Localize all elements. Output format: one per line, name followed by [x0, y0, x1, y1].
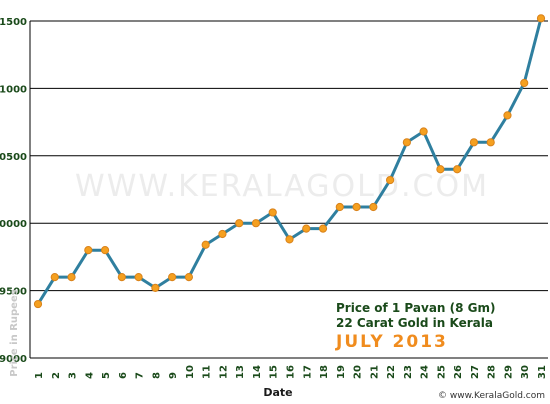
- x-tick-label: 22: [386, 365, 397, 379]
- x-tick-label: 31: [537, 365, 548, 379]
- price-marker: [251, 219, 261, 228]
- price-marker: [419, 127, 428, 136]
- price-marker: [386, 175, 395, 185]
- price-marker: [268, 208, 277, 217]
- price-marker: [486, 138, 495, 147]
- copyright-credit: © www.KeralaGold.com: [438, 391, 545, 400]
- x-tick-label: 25: [436, 365, 447, 379]
- price-marker: [302, 224, 311, 233]
- x-tick-label: 23: [403, 365, 414, 379]
- y-tick-label: 19000: [0, 354, 27, 365]
- y-tick-label: 19500: [0, 287, 27, 298]
- x-tick-label: 17: [302, 365, 313, 379]
- x-tick-label: 27: [470, 365, 481, 379]
- x-tick-label: 28: [487, 365, 498, 379]
- price-marker: [469, 138, 479, 147]
- x-tick-label: 20: [353, 365, 364, 379]
- price-marker: [520, 78, 529, 88]
- caption-line-1: Price of 1 Pavan (8 Gm): [336, 301, 496, 315]
- axes: [29, 21, 548, 359]
- price-marker: [369, 202, 378, 212]
- caption-line-2: 22 Carat Gold in Kerala: [336, 316, 493, 330]
- x-tick-label: 14: [252, 365, 263, 379]
- price-marker: [285, 235, 294, 244]
- price-marker: [184, 273, 193, 282]
- price-marker: [168, 273, 177, 282]
- caption-month: JULY 2013: [335, 332, 448, 352]
- x-tick-label: 9: [168, 372, 179, 379]
- x-tick-label: 7: [135, 372, 146, 379]
- price-marker: [318, 224, 328, 233]
- x-tick-label: 2: [51, 372, 62, 379]
- price-marker: [100, 246, 110, 255]
- price-marker: [84, 246, 93, 255]
- price-marker: [335, 202, 344, 212]
- price-marker: [67, 273, 76, 282]
- price-markers: [33, 14, 546, 309]
- x-tick-label: 1: [34, 372, 45, 379]
- x-tick-label: 26: [453, 365, 464, 379]
- y-tick-labels: 19000 19500 20000 20500 21000 21500: [0, 17, 27, 365]
- x-tick-label: 30: [520, 365, 531, 379]
- x-tick-label: 12: [218, 365, 229, 379]
- y-tick-label: 20500: [0, 152, 27, 163]
- price-marker: [503, 111, 512, 120]
- price-marker: [536, 14, 546, 23]
- price-marker: [134, 273, 143, 282]
- price-marker: [151, 283, 160, 293]
- x-tick-labels: 1 2 3 4 5 6 7 8 9 10 11 12 13 14 15 16 17 18 19 20 21 22 23 24 2…: [34, 365, 548, 379]
- x-tick-label: 24: [420, 365, 431, 379]
- x-tick-label: 3: [68, 372, 79, 379]
- x-tick-label: 19: [336, 365, 347, 379]
- price-marker: [402, 138, 411, 147]
- price-marker: [218, 229, 227, 239]
- x-tick-label: 11: [202, 365, 213, 379]
- price-marker: [117, 273, 126, 282]
- y-tick-label: 20000: [0, 219, 27, 230]
- x-tick-label: 6: [118, 372, 129, 379]
- x-tick-label: 16: [286, 365, 297, 379]
- price-marker: [201, 240, 210, 249]
- price-marker: [33, 299, 43, 309]
- price-line: [36, 17, 543, 305]
- x-axis-label: Date: [263, 386, 292, 399]
- x-tick-label: 15: [269, 365, 280, 379]
- x-tick-label: 18: [319, 365, 330, 379]
- y-tick-label: 21000: [0, 84, 27, 95]
- y-tick-label: 21500: [0, 17, 27, 28]
- x-tick-label: 5: [101, 372, 112, 379]
- price-marker: [352, 202, 361, 212]
- price-marker: [235, 219, 244, 228]
- x-tick-label: 21: [369, 365, 380, 379]
- y-axis-label: Price in Rupees: [9, 289, 20, 376]
- price-marker: [436, 165, 445, 174]
- x-tick-label: 29: [503, 365, 514, 379]
- grid-lines: [30, 20, 548, 292]
- price-marker: [453, 165, 462, 174]
- x-tick-label: 13: [235, 365, 246, 379]
- x-tick-label: 8: [151, 372, 162, 379]
- x-tick-label: 4: [84, 372, 95, 379]
- x-tick-label: 10: [185, 365, 196, 379]
- watermark: WWW.KERALAGOLD.COM: [75, 169, 489, 204]
- price-marker: [50, 273, 59, 282]
